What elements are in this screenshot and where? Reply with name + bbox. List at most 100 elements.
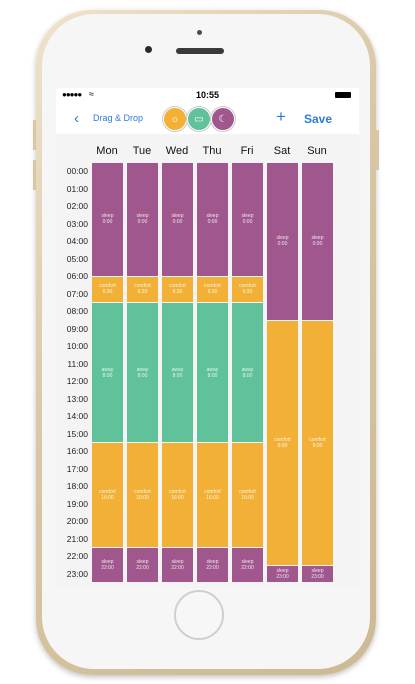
schedule-block-sleep[interactable]: sleep 0:00 bbox=[197, 163, 228, 276]
block-time-label: 6:30 bbox=[172, 289, 183, 296]
schedule-block-sleep[interactable]: sleep 22:00 bbox=[162, 548, 193, 582]
comfort-mode-button[interactable]: ☼ bbox=[163, 107, 187, 131]
block-time-label: 6:30 bbox=[137, 289, 148, 296]
schedule-block-comfort[interactable]: comfort 16:00 bbox=[197, 443, 228, 547]
hour-label: 23:00 bbox=[66, 568, 88, 579]
wifi-icon: ≈ bbox=[89, 89, 94, 99]
save-button[interactable]: Save bbox=[304, 112, 333, 126]
hour-label: 09:00 bbox=[66, 323, 88, 334]
schedule-block-sleep[interactable]: sleep 0:00 bbox=[127, 163, 158, 276]
block-time-label: 22:00 bbox=[136, 565, 149, 571]
schedule-block-comfort[interactable]: comfort 16:00 bbox=[127, 443, 158, 547]
moon-icon: ☾ bbox=[218, 113, 228, 125]
add-button[interactable]: + bbox=[276, 107, 286, 126]
block-time-label: 23:00 bbox=[311, 573, 324, 580]
block-mode-label: sleep bbox=[276, 567, 289, 574]
block-mode-label: comfort bbox=[169, 489, 186, 495]
suitcase-icon: ▭ bbox=[194, 113, 204, 125]
block-mode-label: comfort bbox=[204, 283, 221, 290]
home-button[interactable] bbox=[174, 590, 224, 640]
schedule-block-comfort[interactable]: comfort 16:00 bbox=[232, 443, 263, 547]
hour-label: 11:00 bbox=[67, 358, 88, 369]
schedule-block-comfort[interactable]: comfort 6:30 bbox=[232, 276, 263, 302]
away-mode-button[interactable]: ▭ bbox=[187, 107, 211, 131]
schedule-block-sleep[interactable]: sleep 0:00 bbox=[267, 163, 298, 320]
block-time-label: 9:00 bbox=[312, 442, 323, 449]
block-time-label: 0:00 bbox=[242, 219, 253, 226]
chevron-left-icon[interactable]: ‹ bbox=[74, 110, 79, 127]
schedule-block-comfort[interactable]: comfort 6:30 bbox=[197, 276, 228, 302]
block-mode-label: sleep bbox=[276, 235, 289, 242]
battery-icon bbox=[335, 92, 351, 98]
schedule-block-sleep[interactable]: sleep 0:00 bbox=[92, 163, 123, 276]
block-time-label: 16:00 bbox=[241, 495, 254, 501]
hour-label: 03:00 bbox=[66, 218, 88, 229]
block-mode-label: away bbox=[136, 366, 149, 373]
block-mode-label: comfort bbox=[239, 489, 256, 495]
block-mode-label: comfort bbox=[99, 489, 116, 495]
block-time-label: 0:00 bbox=[277, 241, 288, 248]
hour-label: 21:00 bbox=[66, 533, 88, 544]
schedule-block-sleep[interactable]: sleep 0:00 bbox=[162, 163, 193, 276]
schedule-block-sleep[interactable]: sleep 22:00 bbox=[92, 548, 123, 582]
schedule-block-comfort[interactable]: comfort 6:30 bbox=[127, 276, 158, 302]
back-button[interactable]: Drag & Drop bbox=[93, 113, 144, 123]
hour-label: 17:00 bbox=[66, 463, 88, 474]
weekly-schedule-grid: Mon Tue Wed Thu Fri Sat Sun 00:00 01:00 02:00 03:0… bbox=[56, 134, 359, 588]
schedule-block-away[interactable]: away 8:00 bbox=[232, 303, 263, 442]
schedule-block-comfort[interactable]: comfort 9:00 bbox=[267, 320, 298, 565]
block-mode-label: sleep bbox=[171, 213, 184, 220]
earpiece-speaker bbox=[176, 48, 224, 54]
app-screen: ●●●●● ≈ 10:55 ‹ Drag & Drop ☼ ▭ ☾ + Save… bbox=[56, 88, 359, 588]
schedule-block-sleep[interactable]: sleep 0:00 bbox=[232, 163, 263, 276]
block-mode-label: away bbox=[171, 366, 184, 373]
block-mode-label: comfort bbox=[204, 489, 221, 495]
hour-label: 08:00 bbox=[66, 306, 88, 316]
hour-label: 12:00 bbox=[66, 376, 88, 386]
block-mode-label: comfort bbox=[309, 436, 326, 443]
proximity-sensor bbox=[197, 30, 202, 35]
block-mode-label: away bbox=[206, 366, 219, 373]
schedule-block-sleep[interactable]: sleep 22:00 bbox=[127, 548, 158, 582]
schedule-block-comfort[interactable]: comfort 9:00 bbox=[302, 320, 333, 565]
block-mode-label: sleep bbox=[241, 213, 254, 220]
block-time-label: 16:00 bbox=[171, 495, 184, 501]
day-header-sat: Sat bbox=[273, 145, 291, 157]
signal-icon: ●●●●● bbox=[62, 90, 82, 99]
schedule-block-comfort[interactable]: comfort 6:30 bbox=[162, 276, 193, 302]
sleep-mode-button[interactable]: ☾ bbox=[211, 107, 235, 131]
hour-label: 16:00 bbox=[66, 446, 88, 456]
block-mode-label: sleep bbox=[101, 559, 114, 565]
schedule-block-comfort[interactable]: comfort 6:30 bbox=[92, 276, 123, 302]
navigation-bar: ‹ Drag & Drop ☼ ▭ ☾ + Save bbox=[56, 104, 359, 134]
hour-label: 05:00 bbox=[66, 253, 88, 264]
block-time-label: 8:00 bbox=[207, 372, 218, 379]
side-button bbox=[376, 130, 379, 170]
day-header-tue: Tue bbox=[132, 145, 152, 157]
hour-label: 14:00 bbox=[66, 411, 88, 421]
schedule-block-away[interactable]: away 8:00 bbox=[127, 303, 158, 442]
schedule-block-comfort[interactable]: comfort 16:00 bbox=[162, 443, 193, 547]
schedule-block-away[interactable]: away 8:00 bbox=[197, 303, 228, 442]
block-time-label: 0:00 bbox=[172, 219, 183, 226]
block-time-label: 6:30 bbox=[207, 289, 218, 296]
schedule-block-sleep[interactable]: sleep 0:00 bbox=[302, 163, 333, 320]
front-camera bbox=[145, 46, 152, 53]
sun-icon: ☼ bbox=[170, 113, 180, 125]
schedule-block-sleep[interactable]: sleep 23:00 bbox=[267, 565, 298, 582]
schedule-block-comfort[interactable]: comfort 16:00 bbox=[92, 443, 123, 547]
block-time-label: 16:00 bbox=[206, 495, 219, 501]
schedule-block-sleep[interactable]: sleep 23:00 bbox=[302, 565, 333, 582]
hour-label: 15:00 bbox=[66, 428, 88, 439]
schedule-block-sleep[interactable]: sleep 22:00 bbox=[232, 548, 263, 582]
schedule-block-sleep[interactable]: sleep 22:00 bbox=[197, 548, 228, 582]
block-time-label: 0:00 bbox=[102, 219, 113, 226]
block-mode-label: comfort bbox=[169, 283, 186, 290]
hour-label: 10:00 bbox=[66, 341, 88, 351]
hour-label: 06:00 bbox=[66, 271, 88, 281]
side-button bbox=[33, 120, 36, 150]
side-button bbox=[33, 160, 36, 190]
schedule-block-away[interactable]: away 8:00 bbox=[162, 303, 193, 442]
schedule-block-away[interactable]: away 8:00 bbox=[92, 303, 123, 442]
block-time-label: 22:00 bbox=[171, 565, 184, 571]
